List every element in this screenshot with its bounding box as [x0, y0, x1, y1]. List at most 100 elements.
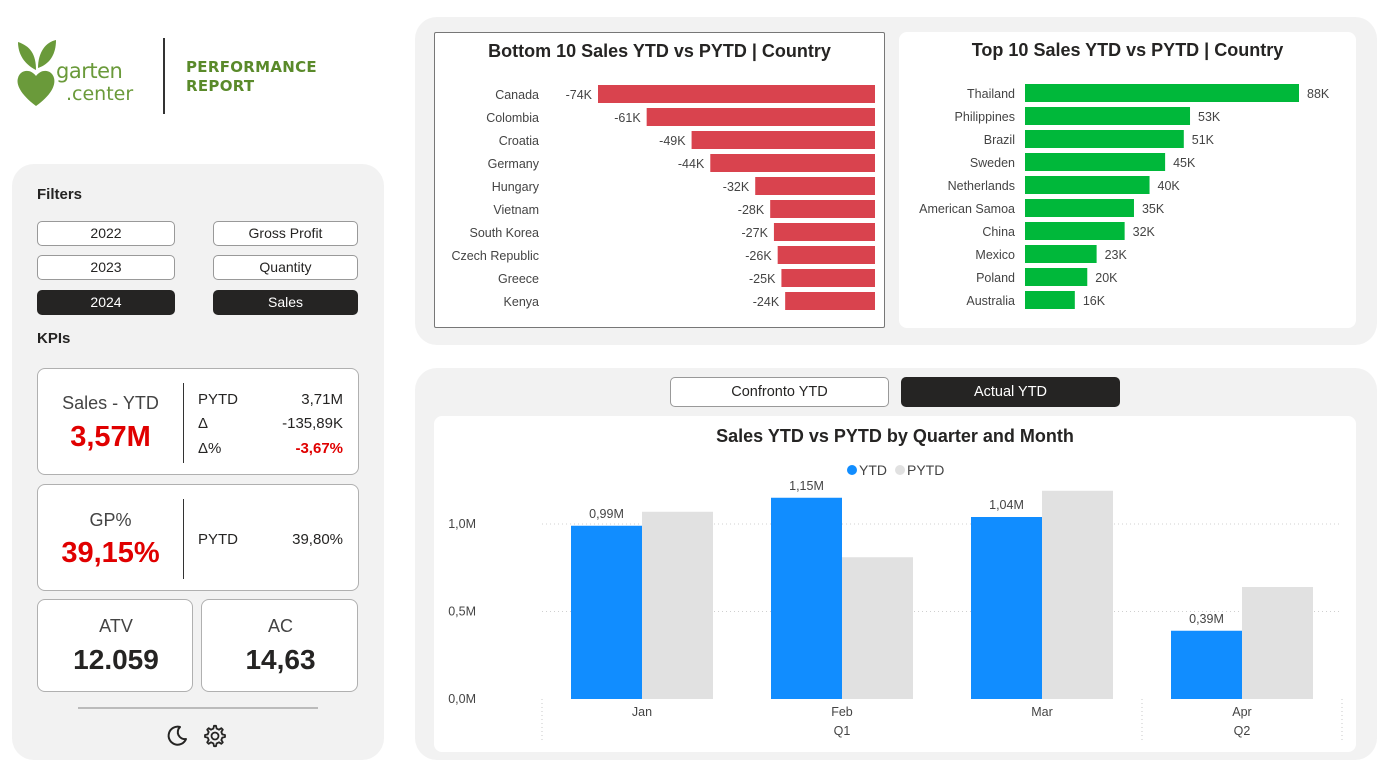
y-tick-label: 0,5M — [448, 605, 476, 619]
bar — [1025, 291, 1075, 309]
data-label: 0,39M — [1189, 612, 1224, 626]
category-label: Thailand — [967, 87, 1015, 101]
year-filter-2022[interactable]: 2022 — [37, 221, 175, 246]
quarter-label: Q1 — [834, 724, 851, 738]
bar — [1025, 107, 1191, 125]
bar — [1025, 245, 1097, 263]
bar — [1025, 199, 1134, 217]
category-label: Philippines — [955, 110, 1015, 124]
data-label: -27K — [742, 226, 769, 240]
filters-title: Filters — [37, 186, 83, 203]
data-label: 1,15M — [789, 479, 824, 493]
measure-filter-gross-profit[interactable]: Gross Profit — [213, 221, 358, 246]
bar — [755, 177, 875, 195]
measure-filter-sales[interactable]: Sales — [213, 290, 358, 315]
bar — [1025, 153, 1166, 171]
category-label: South Korea — [470, 226, 540, 240]
sales-kpi-label: Sales - YTD — [62, 393, 159, 413]
category-label: Colombia — [486, 111, 539, 125]
bar — [691, 131, 875, 149]
monthly-chart-title: Sales YTD vs PYTD by Quarter and Month — [716, 426, 1074, 446]
category-label: Kenya — [504, 295, 539, 309]
year-filter-2023[interactable]: 2023 — [37, 255, 175, 280]
x-tick-label: Feb — [831, 705, 853, 719]
data-label: -74K — [566, 88, 593, 102]
data-label: -26K — [745, 249, 772, 263]
y-tick-label: 0,0M — [448, 692, 476, 706]
measure-filter-quantity[interactable]: Quantity — [213, 255, 358, 280]
ac-kpi-label: AC — [267, 616, 293, 636]
atv-kpi-label: ATV — [99, 616, 133, 636]
report-title: PERFORMANCE REPORT — [186, 58, 317, 95]
category-label: Czech Republic — [451, 249, 539, 263]
x-tick-label: Mar — [1031, 705, 1053, 719]
confronto-ytd-toggle[interactable]: Confronto YTD — [670, 377, 889, 407]
bar — [1025, 176, 1150, 194]
bar — [1025, 130, 1184, 148]
actual-ytd-toggle[interactable]: Actual YTD — [901, 377, 1120, 407]
bar-pytd — [842, 557, 913, 699]
legend-label: YTD — [859, 462, 887, 478]
bar-ytd — [571, 525, 642, 699]
bar — [646, 108, 875, 126]
bar-ytd — [1171, 630, 1242, 699]
data-label: -28K — [738, 203, 765, 217]
data-label: 1,04M — [989, 498, 1024, 512]
data-label: 23K — [1105, 248, 1128, 262]
data-label: -44K — [678, 157, 705, 171]
data-label: 0,99M — [589, 507, 624, 521]
kpi-separator — [183, 383, 184, 463]
bar-pytd — [1042, 490, 1113, 699]
category-label: Vietnam — [493, 203, 539, 217]
data-label: 53K — [1198, 110, 1221, 124]
data-label: -61K — [614, 111, 641, 125]
category-label: Mexico — [975, 248, 1015, 262]
gear-icon[interactable] — [203, 724, 227, 748]
monthly-chart-card: Sales YTD vs PYTD by Quarter and Month Y… — [434, 416, 1356, 752]
category-label: Netherlands — [948, 179, 1015, 193]
bar — [770, 200, 875, 218]
bar — [598, 85, 875, 103]
legend-label: PYTD — [907, 462, 944, 478]
atv-kpi-value: 12.059 — [73, 644, 159, 675]
category-label: Poland — [976, 271, 1015, 285]
ac-kpi-value: 14,63 — [245, 644, 316, 675]
x-tick-label: Jan — [632, 705, 652, 719]
category-label: Canada — [495, 88, 539, 102]
ac-kpi-card: AC 14,63 — [201, 599, 358, 692]
atv-kpi-card: ATV 12.059 — [37, 599, 193, 692]
category-label: China — [982, 225, 1015, 239]
category-label: Brazil — [984, 133, 1015, 147]
data-label: 16K — [1083, 294, 1106, 308]
category-label: Germany — [488, 157, 540, 171]
legend-marker — [847, 465, 857, 475]
data-label: 51K — [1192, 133, 1215, 147]
sales-pytd-label: PYTD — [198, 391, 239, 408]
gp-kpi-card: GP% 39,15% PYTD 39,80% — [37, 484, 359, 591]
top10-chart-title: Top 10 Sales YTD vs PYTD | Country — [971, 40, 1284, 60]
moon-icon[interactable] — [165, 724, 189, 748]
bottom10-chart-card: Bottom 10 Sales YTD vs PYTD | Country Ca… — [434, 32, 885, 328]
logo-wordmark: garten — [56, 59, 123, 83]
gp-kpi-value: 39,15% — [61, 537, 160, 569]
y-tick-label: 1,0M — [448, 517, 476, 531]
monthly-bar-chart: YTD PYTD 0,0M 0,5M 1,0M 0,99M Jan 1,15M Feb 1,04M… — [448, 462, 1343, 743]
bar — [773, 223, 875, 241]
footer-divider — [78, 707, 318, 709]
header-divider — [163, 38, 165, 114]
gp-pytd-label: PYTD — [198, 531, 239, 548]
sales-kpi-card: Sales - YTD 3,57M PYTD 3,71M Δ -135,89K … — [37, 368, 359, 475]
sales-delta-pct-value: -3,67% — [295, 440, 343, 457]
sales-delta-value: -135,89K — [282, 415, 343, 432]
bar-ytd — [971, 517, 1042, 699]
year-filter-2024[interactable]: 2024 — [37, 290, 175, 315]
data-label: 20K — [1095, 271, 1118, 285]
sales-pytd-value: 3,71M — [301, 391, 343, 408]
bottom10-chart-title: Bottom 10 Sales YTD vs PYTD | Country — [488, 41, 831, 61]
bar — [781, 269, 875, 287]
category-label: Australia — [966, 294, 1015, 308]
sales-delta-pct-label: Δ% — [198, 440, 222, 457]
bar — [777, 246, 875, 264]
bottom10-bar-chart: Canada -74K Colombia -61K Croatia -49K Germany… — [451, 85, 875, 310]
data-label: 32K — [1133, 225, 1156, 239]
